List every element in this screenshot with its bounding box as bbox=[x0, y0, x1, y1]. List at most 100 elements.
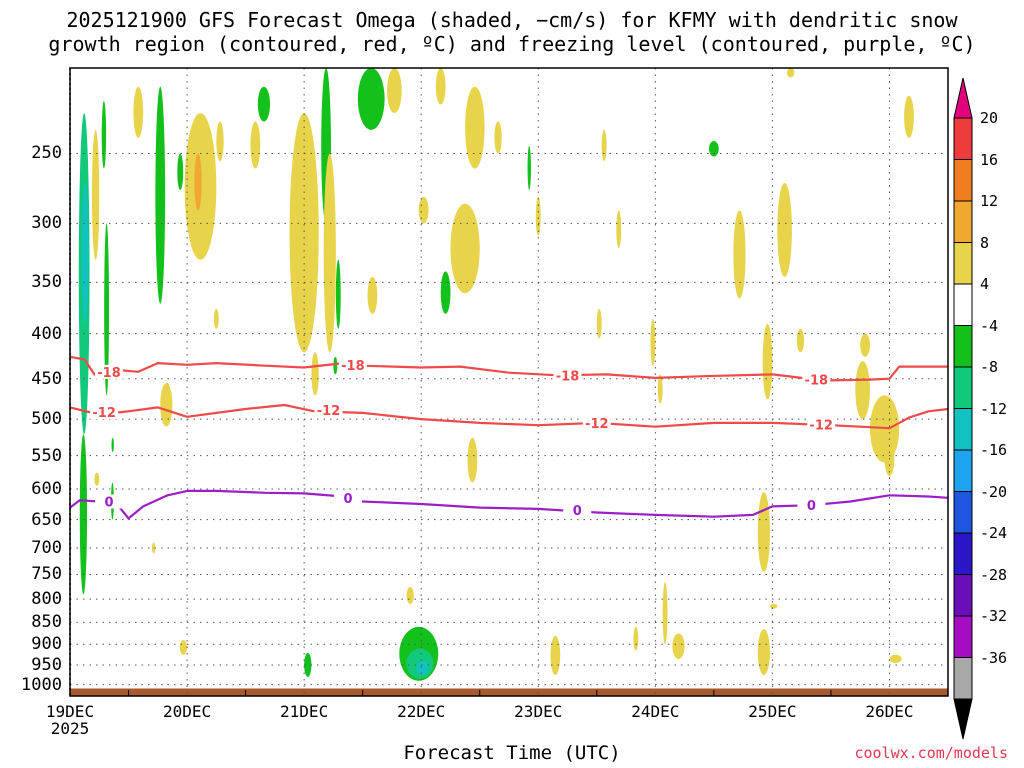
omega-shade-57 bbox=[662, 582, 668, 645]
omega-shade-37 bbox=[596, 308, 602, 339]
omega-shade-38 bbox=[467, 437, 478, 483]
contour-label-bg-3-3 bbox=[797, 498, 826, 513]
y-tick-label-11: 800 bbox=[31, 589, 62, 610]
omega-shade-43 bbox=[733, 210, 746, 299]
omega-shade-51 bbox=[787, 68, 795, 78]
contour-label-3-0: 0 bbox=[104, 496, 113, 511]
colorbar-label-4: 4 bbox=[980, 275, 990, 293]
y-tick-label-3: 400 bbox=[31, 323, 62, 344]
omega-shade-28 bbox=[435, 68, 446, 105]
omega-shade-9 bbox=[133, 86, 144, 138]
colorbar-label-12: -32 bbox=[980, 607, 1008, 625]
contour-label-1-1: -18 bbox=[341, 359, 365, 374]
omega-shade-0 bbox=[91, 129, 100, 260]
x-tick-label-7: 26DEC bbox=[865, 702, 914, 721]
contour-label-2-1: -12 bbox=[317, 404, 341, 419]
contour-label-1-0: -18 bbox=[97, 366, 121, 381]
contour-label-2-0: -12 bbox=[92, 406, 116, 421]
x-tick-label-2: 21DEC bbox=[280, 702, 329, 721]
omega-shade-50 bbox=[904, 95, 914, 138]
x-tick-label-1: 20DEC bbox=[162, 702, 212, 721]
omega-shade-24 bbox=[367, 276, 378, 314]
contour-label-3-2: 0 bbox=[573, 504, 582, 519]
omega-shade-12 bbox=[194, 153, 202, 211]
colorbar-bottom-arrow bbox=[953, 698, 973, 740]
colorbar-label-7: -12 bbox=[980, 399, 1008, 418]
omega-shade-36 bbox=[616, 210, 622, 249]
omega-shade-41 bbox=[708, 141, 719, 157]
x-axis-label: Forecast Time (UTC) bbox=[403, 742, 621, 764]
omega-shade-15 bbox=[216, 121, 224, 162]
omega-shade-44 bbox=[762, 323, 773, 400]
omega-shade-39 bbox=[650, 318, 656, 366]
colorbar-segment-5 bbox=[953, 283, 973, 326]
omega-shade-56 bbox=[672, 633, 685, 659]
omega-shade-45 bbox=[796, 328, 805, 353]
omega-shade-58 bbox=[633, 626, 639, 651]
chart-title-line-2: growth region (contoured, red, ºC) and f… bbox=[48, 32, 976, 56]
colorbar-label-13: -36 bbox=[980, 648, 1008, 667]
y-tick-label-5: 500 bbox=[31, 409, 62, 430]
omega-shade-29 bbox=[450, 203, 480, 294]
y-tick-label-1: 300 bbox=[31, 213, 62, 234]
y-tick-label-13: 900 bbox=[31, 634, 62, 655]
y-tick-label-7: 600 bbox=[31, 478, 62, 499]
x-tick-sublabel-0: 2025 bbox=[50, 719, 90, 738]
contour-label-3-3: 0 bbox=[807, 499, 816, 514]
omega-shade-55 bbox=[550, 635, 561, 675]
omega-shade-18 bbox=[289, 113, 319, 353]
colorbar-segment-10 bbox=[953, 491, 973, 534]
contour-label-bg-3-0 bbox=[95, 494, 124, 509]
y-tick-label-12: 850 bbox=[31, 612, 62, 633]
omega-shade-10 bbox=[160, 382, 173, 427]
colorbar-segment-2 bbox=[953, 159, 973, 202]
y-tick-label-10: 750 bbox=[31, 564, 62, 585]
colorbar-label-11: -28 bbox=[980, 565, 1008, 584]
x-tick-label-3: 22DEC bbox=[397, 702, 446, 721]
omega-shade-46 bbox=[855, 361, 870, 420]
plot-area bbox=[70, 68, 948, 696]
omega-shade-59 bbox=[889, 654, 902, 663]
omega-shade-21 bbox=[335, 259, 341, 329]
colorbar-segment-6 bbox=[953, 325, 973, 368]
contour-label-bg-1-3 bbox=[802, 372, 831, 387]
contour-label-1-3: -18 bbox=[805, 374, 829, 389]
colorbar-label-10: -24 bbox=[980, 524, 1008, 542]
omega-shade-42 bbox=[777, 182, 792, 277]
x-tick-label-6: 25DEC bbox=[748, 702, 797, 721]
omega-shade-61 bbox=[151, 542, 156, 554]
site-credit: coolwx.com/models bbox=[854, 744, 1008, 762]
contour-label-bg-3-1 bbox=[334, 490, 363, 505]
x-tick-label-4: 23DEC bbox=[514, 702, 563, 721]
contour-label-bg-2-2 bbox=[582, 415, 611, 430]
colorbar-segment-11 bbox=[953, 532, 973, 575]
omega-shade-25 bbox=[357, 68, 385, 130]
omega-shade-5 bbox=[104, 223, 110, 396]
omega-shade-23 bbox=[323, 153, 336, 353]
colorbar-top-arrow bbox=[953, 77, 973, 119]
contour-label-2-3: -12 bbox=[809, 418, 833, 433]
contour-label-bg-2-1 bbox=[314, 402, 343, 417]
colorbar-label-8: -16 bbox=[980, 441, 1008, 459]
colorbar-segment-3 bbox=[953, 200, 973, 243]
colorbar-label-9: -20 bbox=[980, 482, 1008, 501]
contour-line-2 bbox=[69, 403, 949, 430]
contour-label-1-2: -18 bbox=[556, 369, 580, 384]
y-tick-label-0: 250 bbox=[31, 143, 62, 164]
omega-shade-16 bbox=[213, 308, 219, 329]
contour-label-2-2: -12 bbox=[585, 417, 609, 432]
omega-shade-19 bbox=[311, 352, 319, 396]
omega-shade-26 bbox=[387, 68, 402, 114]
contour-label-bg-2-0 bbox=[90, 405, 119, 420]
colorbar-segment-4 bbox=[953, 242, 973, 285]
contour-label-bg-1-2 bbox=[553, 368, 582, 383]
contour-label-bg-2-3 bbox=[807, 417, 836, 432]
colorbar-segment-14 bbox=[953, 657, 973, 700]
y-tick-label-9: 700 bbox=[31, 538, 62, 558]
colorbar-label-3: 8 bbox=[980, 233, 990, 252]
y-tick-label-15: 1000 bbox=[21, 674, 62, 695]
colorbar-label-5: -4 bbox=[980, 316, 999, 335]
plot-frame bbox=[69, 67, 949, 697]
colorbar-segment-9 bbox=[953, 449, 973, 492]
